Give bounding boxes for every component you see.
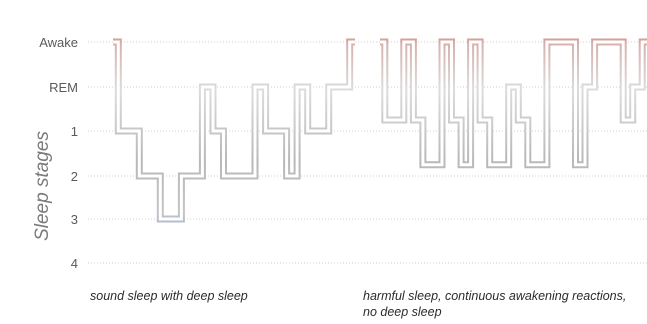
y-tick-label: Awake <box>39 35 78 50</box>
y-tick-label: 3 <box>71 212 78 227</box>
y-axis-ticks: Awake REM 1 2 3 4 <box>39 35 78 271</box>
series-2 <box>380 38 647 169</box>
series-line-outer <box>380 38 647 169</box>
y-tick-label: REM <box>49 80 78 95</box>
y-tick-label: 1 <box>71 124 78 139</box>
y-tick-label: 2 <box>71 169 78 184</box>
series-line-inner <box>113 40 355 221</box>
series-layer <box>113 38 647 223</box>
y-tick-label: 4 <box>71 256 78 271</box>
grid-lines <box>88 41 647 264</box>
series-line-inner <box>380 40 647 167</box>
annotation-sound-sleep: sound sleep with deep sleep <box>90 289 248 303</box>
annotation-harmful-sleep: harmful sleep, continuous awakening reac… <box>363 289 627 319</box>
y-axis-title: Sleep stages <box>32 131 53 241</box>
series-1 <box>113 38 355 223</box>
